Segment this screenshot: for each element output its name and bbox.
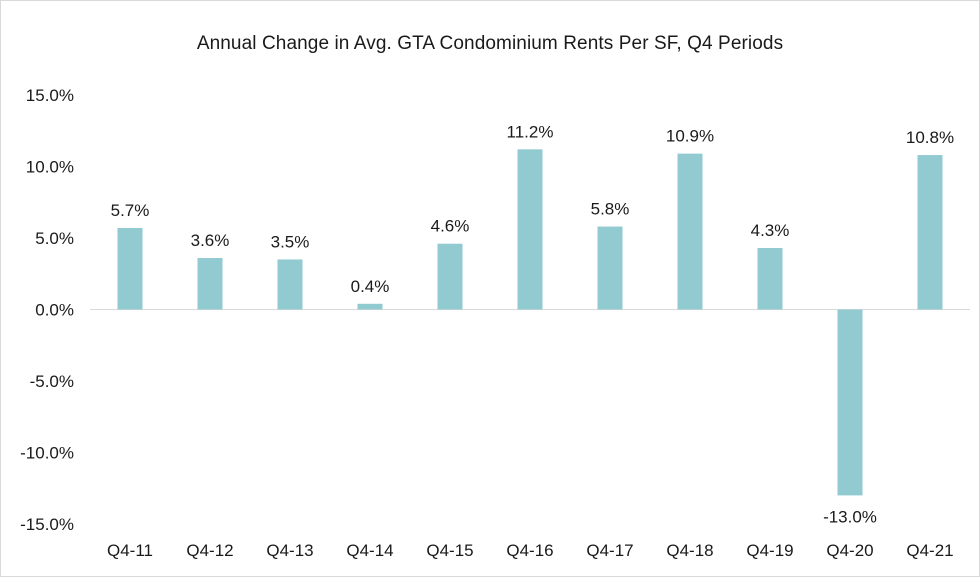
data-label: 5.7%: [111, 201, 150, 220]
data-label: 4.3%: [751, 221, 790, 240]
bar: [677, 153, 703, 310]
bar: [837, 309, 863, 496]
bar: [117, 227, 143, 310]
chart-title: Annual Change in Avg. GTA Condominium Re…: [196, 33, 784, 54]
x-tick-label: Q4-13: [266, 541, 313, 560]
bar: [517, 149, 543, 310]
data-label: 4.6%: [431, 217, 470, 236]
bar: [917, 155, 943, 310]
data-label: 3.5%: [271, 232, 310, 251]
y-tick-label: -15.0%: [20, 515, 74, 534]
x-tick-label: Q4-17: [586, 541, 633, 560]
data-label: 10.8%: [906, 128, 954, 147]
data-label: 11.2%: [507, 122, 554, 141]
data-label: 10.9%: [666, 127, 714, 146]
x-tick-label: Q4-19: [746, 541, 793, 560]
x-tick-label: Q4-20: [826, 541, 873, 560]
x-tick-label: Q4-18: [666, 541, 713, 560]
data-label: 5.8%: [591, 200, 630, 219]
bar: [197, 258, 223, 310]
bar: [277, 259, 303, 310]
bar: [597, 226, 623, 310]
bar: [437, 243, 463, 310]
y-tick-label: 15.0%: [26, 86, 74, 105]
x-tick-label: Q4-21: [906, 541, 953, 560]
data-label: 0.4%: [351, 277, 390, 296]
y-tick-label: -5.0%: [30, 372, 74, 391]
y-tick-label: 10.0%: [26, 158, 74, 177]
x-tick-label: Q4-16: [506, 541, 553, 560]
data-label: -13.0%: [823, 507, 877, 526]
bar: [357, 303, 383, 310]
y-tick-label: 0.0%: [35, 301, 74, 320]
data-label: 3.6%: [191, 231, 230, 250]
x-tick-label: Q4-11: [107, 541, 153, 560]
y-tick-label: -10.0%: [20, 444, 74, 463]
y-tick-label: 5.0%: [35, 229, 74, 248]
x-tick-label: Q4-14: [346, 541, 393, 560]
x-tick-label: Q4-15: [426, 541, 473, 560]
bar: [757, 248, 783, 310]
x-tick-label: Q4-12: [186, 541, 233, 560]
